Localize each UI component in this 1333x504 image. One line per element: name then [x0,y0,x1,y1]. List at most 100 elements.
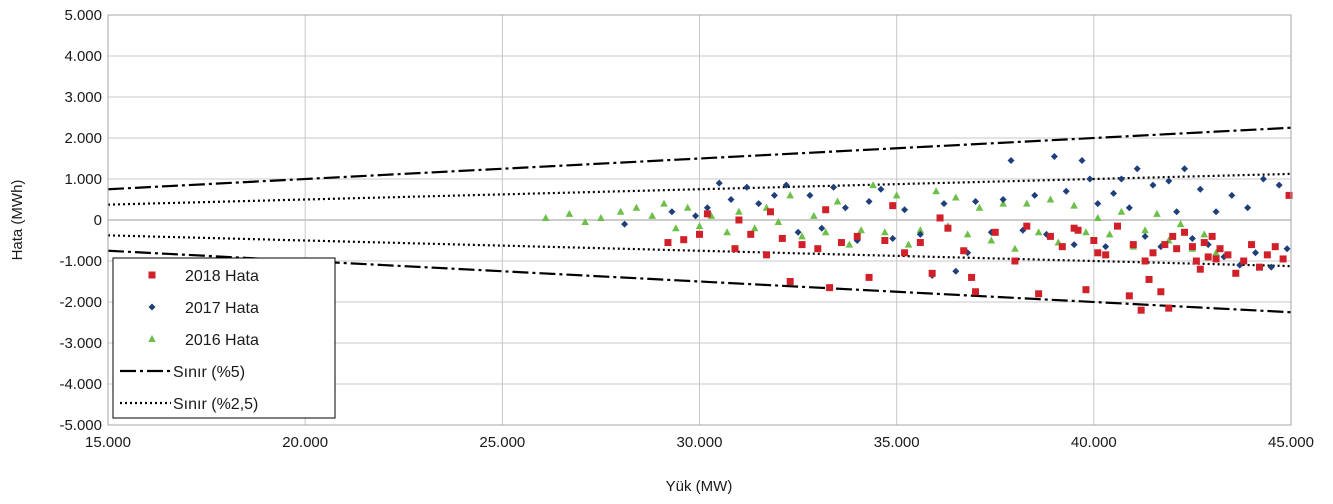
data-point [632,203,641,211]
data-point [1165,177,1173,185]
data-point [1019,226,1027,234]
data-point [648,211,656,219]
data-point [806,191,814,199]
data-point [810,211,818,219]
y-tick-label: 2.000 [64,130,102,147]
y-tick-label: -4.000 [59,376,102,393]
data-point [944,224,952,232]
data-point [1023,222,1031,230]
data-point [972,198,980,206]
data-point [1149,249,1157,257]
data-point [916,226,925,234]
data-point [837,239,845,247]
data-point [731,245,739,253]
data-point [1105,230,1114,238]
legend-label: Sınır (%2,5) [173,396,258,413]
y-tick-label: 3.000 [64,89,102,106]
data-point [916,230,924,238]
data-point [1204,253,1212,261]
data-point [1181,228,1189,236]
y-tick-label: -2.000 [59,294,102,311]
data-point [1173,208,1181,216]
y-axis-label: Hata (MWh) [9,180,26,261]
data-point [1149,181,1157,189]
y-tick-label: 1.000 [64,171,102,188]
data-point [786,278,794,285]
data-point [1022,199,1031,207]
axes: 5.000 4.000 3.000 2.000 1.000 0 -1.000 -2.000 -3… [59,7,1313,451]
lower-boundary-line [107,234,1292,268]
data-point [766,208,774,216]
data-point [755,200,763,208]
data-point [786,191,794,199]
data-point [1271,243,1279,251]
data-point [1137,306,1145,314]
data-point [1212,248,1220,256]
data-point [1082,228,1090,236]
data-point [798,232,806,240]
legend-label: 2016 Hata [185,332,259,349]
data-point [869,181,877,189]
data-point [1259,175,1267,183]
data-point [1110,189,1118,197]
data-point [1200,239,1208,247]
data-point [1102,251,1110,259]
legend-marker [148,271,156,279]
data-point [565,209,574,217]
data-point [1157,288,1165,296]
data-point [1208,232,1216,240]
data-point [1113,222,1121,230]
data-point [672,224,680,232]
data-point [975,203,984,211]
data-point [1275,181,1283,189]
data-point [1188,243,1196,251]
data-point [1035,290,1043,298]
data-point [616,207,625,215]
data-point [1070,241,1078,249]
x-tick-label: 30.000 [677,434,723,451]
data-point [916,239,924,247]
data-point [723,228,731,236]
data-point [1212,208,1220,216]
data-point [901,249,909,257]
data-point [696,230,703,238]
legend-marker [148,335,156,342]
y-tick-label: -3.000 [59,335,102,352]
data-point [680,236,688,244]
data-point [892,191,901,199]
data-point [845,240,854,248]
data-point [1285,191,1293,199]
data-point [1046,232,1054,240]
data-point [814,245,822,253]
y-tick-label: 0 [94,212,102,229]
data-point [889,234,897,242]
data-point [1263,251,1271,259]
legend-box [112,257,336,419]
plot-border [107,14,1292,426]
data-point [1232,269,1240,277]
data-point [770,191,778,199]
data-point [774,218,783,226]
data-point [1173,245,1181,253]
data-point [1196,185,1204,193]
data-point [1283,245,1291,253]
data-point [581,218,589,226]
data-point [865,198,873,206]
data-point [743,183,751,191]
data-point [822,206,830,214]
data-point [1070,224,1078,232]
data-point [881,228,889,236]
data-point [1192,257,1200,265]
data-point [928,269,936,277]
data-point [1117,207,1126,215]
y-tick-label: -5.000 [59,417,102,434]
data-point [853,232,861,240]
data-points [541,152,1293,314]
data-point [597,213,605,221]
data-point [1093,213,1102,221]
data-point [826,284,834,292]
data-point [991,228,999,236]
data-point [747,230,755,238]
data-point [660,199,668,207]
data-point [798,241,806,249]
